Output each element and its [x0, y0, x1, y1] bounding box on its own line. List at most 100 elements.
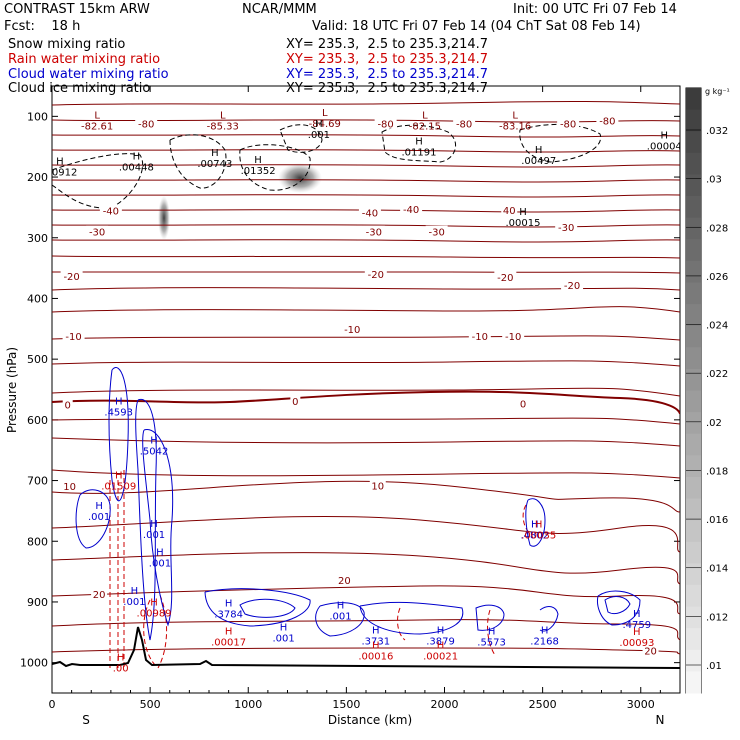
isotherm — [52, 239, 680, 243]
x-axis: 0 500 1000 1500 2000 2500 3000 — [49, 86, 661, 711]
extremum-marker: H — [633, 627, 641, 638]
extremum-marker: H — [95, 501, 103, 512]
temperature-contour-label: 0 — [65, 401, 71, 412]
rain-contour — [522, 504, 533, 536]
extremum-value: -84.69 — [309, 119, 341, 130]
extremum-value: .00016 — [358, 652, 393, 663]
temperature-contour-label: -80 — [377, 120, 393, 131]
ice-contour — [239, 144, 311, 191]
cloud-water-contour — [604, 596, 631, 615]
colorbar: .032 .03 .028 .026 .024 .022 .02 .018 .016 .014 .0… — [685, 87, 730, 694]
extremum-value: .001 — [272, 633, 294, 644]
cloud-water-contour — [75, 489, 111, 549]
extremum-value: .4759 — [623, 620, 652, 631]
isotherm — [52, 271, 680, 274]
colorbar-tick-label: .016 — [706, 515, 728, 526]
isotherm — [52, 417, 680, 425]
extremum-marker: H — [56, 157, 64, 168]
temperature-contour-label: 20 — [93, 590, 106, 601]
colorbar-cell — [686, 174, 701, 197]
extremum-marker: H — [488, 627, 496, 638]
contour-label-bg — [502, 330, 525, 342]
x-tick-label: 1500 — [332, 698, 360, 711]
temperature-contour-label: -80 — [138, 120, 154, 131]
rain-water-contours — [109, 470, 533, 669]
y-tick-label: 300 — [27, 232, 48, 245]
extremum-marker: H — [254, 155, 262, 166]
colorbar-cell — [686, 239, 701, 262]
colorbar-cell — [686, 433, 701, 456]
temperature-contour-label: -40 — [362, 208, 378, 219]
colorbar-cell — [686, 260, 701, 283]
temperature-contour-label: -40 — [103, 206, 119, 217]
extremum-marker: H — [541, 625, 549, 636]
extremum-marker: H — [415, 137, 423, 148]
colorbar-cell — [686, 628, 701, 651]
extremum-value: .001 — [143, 530, 165, 541]
colorbar-tick-label: .028 — [706, 223, 728, 234]
contour-label-bg — [369, 479, 386, 491]
extremum-marker: L — [422, 111, 428, 122]
extremum-value: .4593 — [104, 407, 133, 418]
legend-snow-xy: XY= 235.3, 2.5 to 235.3,214.7 — [286, 37, 489, 52]
isotherm — [52, 585, 680, 615]
isotherm — [52, 335, 680, 341]
extremum-marker: L — [94, 111, 100, 122]
extremum-value: .001 — [308, 130, 330, 141]
colorbar-cell — [686, 282, 701, 305]
colorbar-tick-label: .012 — [706, 612, 728, 623]
temperature-contour-label: -20 — [368, 270, 384, 281]
extremum-marker: L — [512, 111, 518, 122]
colorbar-cell — [686, 152, 701, 175]
extremum-value: .01509 — [101, 482, 136, 493]
cloud-water-contour — [204, 588, 311, 627]
contour-label-bg — [468, 330, 491, 342]
temperature-contour-label: -40 — [403, 205, 419, 216]
isotherm — [52, 149, 680, 153]
extremum-value: -82.15 — [409, 122, 441, 133]
ice-contour — [52, 153, 144, 209]
contour-label-bg — [425, 225, 448, 237]
y-tick-label: 700 — [27, 475, 48, 488]
extremum-marker: H — [131, 586, 139, 597]
temperature-contour-label: -80 — [599, 117, 615, 128]
isotherm — [52, 437, 680, 447]
isotherm — [52, 515, 680, 553]
temperature-contour-label: 20 — [644, 647, 657, 658]
x-tick-label: 2500 — [529, 698, 557, 711]
contour-label-bg — [62, 398, 73, 410]
contour-label-bg — [494, 271, 517, 283]
isotherm — [52, 100, 680, 106]
temperature-contour-label: 10 — [371, 481, 384, 492]
isotherm — [52, 287, 680, 291]
y-tick-label: 800 — [27, 535, 48, 548]
extremum-value: .00093 — [619, 638, 654, 649]
colorbar-cell — [686, 412, 701, 435]
colorbar-tick-label: .024 — [706, 321, 728, 332]
extremum-value: .00989 — [137, 608, 172, 619]
cloud-ice-shading — [158, 196, 170, 240]
cloud-water-contour — [597, 590, 641, 626]
temperature-contour-label: -20 — [497, 273, 513, 284]
colorbar-cell — [686, 498, 701, 521]
extremum-value: .3731 — [361, 636, 390, 647]
y-tick-label: 600 — [27, 414, 48, 427]
temperature-contour-label: -30 — [89, 228, 105, 239]
rain-contour — [397, 607, 406, 641]
colorbar-cell — [686, 541, 701, 564]
legend-rain-xy: XY= 235.3, 2.5 to 235.3,214.7 — [286, 52, 489, 67]
colorbar-cell — [686, 217, 701, 240]
temperature-contour-label: -10 — [344, 325, 360, 336]
colorbar-tick-label: .03 — [706, 175, 722, 186]
colorbar-cell — [686, 131, 701, 154]
endpoint-end-label: N — [656, 713, 665, 727]
extremum-value: .001 — [88, 512, 110, 523]
extremum-marker: H — [633, 609, 641, 620]
extremum-marker: H — [150, 597, 158, 608]
endpoint-start-label: S — [82, 713, 90, 727]
contour-label-bg — [60, 269, 83, 281]
colorbar-tick-label: .014 — [706, 564, 728, 575]
isotherm-zero — [52, 390, 680, 415]
extremum-marker: H — [133, 151, 141, 162]
contour-label-bg — [557, 117, 580, 129]
